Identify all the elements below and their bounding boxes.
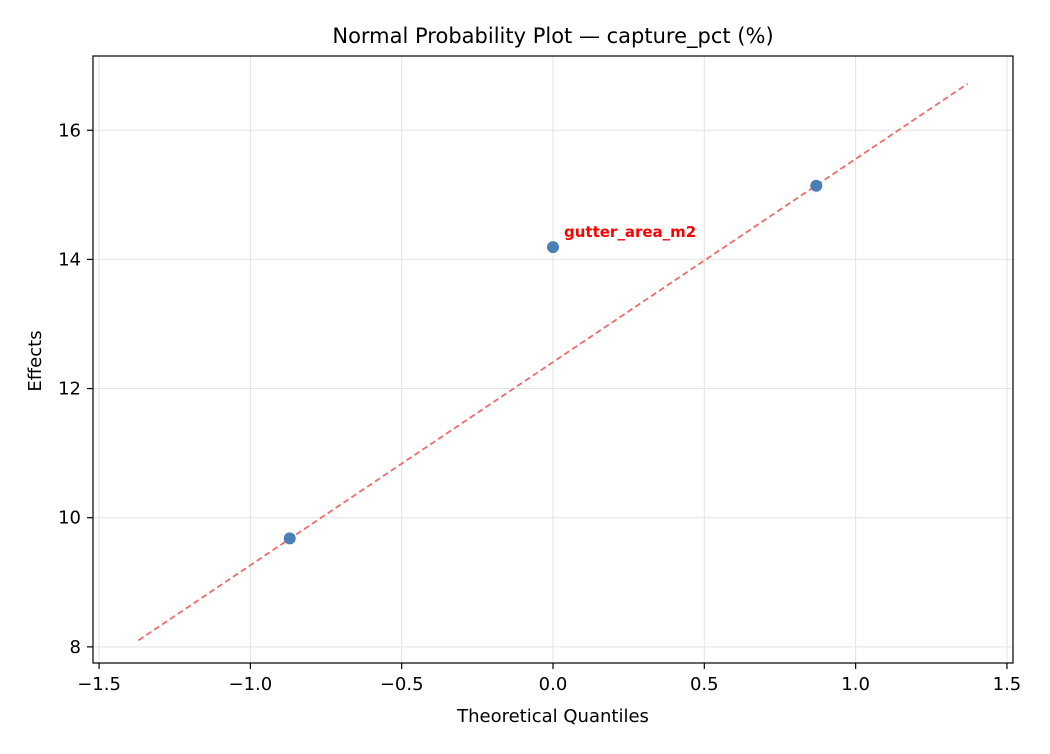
y-tick-label: 14 xyxy=(58,249,81,270)
data-point xyxy=(283,532,296,545)
y-axis-label: Effects xyxy=(25,330,46,391)
y-tick-label: 12 xyxy=(58,379,81,400)
reference-line xyxy=(137,83,969,642)
x-tick-label: −1.5 xyxy=(77,674,121,695)
data-point xyxy=(547,241,559,254)
y-tick-label: 8 xyxy=(70,637,81,658)
x-axis-ticks: −1.5 −1.0 −0.5 0.0 0.5 1.0 1.5 xyxy=(77,663,1021,695)
point-annotation-label: gutter_area_m2 xyxy=(564,223,696,241)
x-axis-label: Theoretical Quantiles xyxy=(456,706,649,727)
chart-title: Normal Probability Plot — capture_pct (%… xyxy=(332,24,773,49)
grid-lines xyxy=(93,56,1013,663)
data-points xyxy=(283,179,823,545)
reference-line-layer xyxy=(137,83,969,642)
y-tick-label: 16 xyxy=(58,120,81,141)
point-annotations: gutter_area_m2 xyxy=(564,223,696,241)
x-tick-label: 0.0 xyxy=(539,674,568,695)
x-tick-label: −1.0 xyxy=(229,674,273,695)
x-tick-label: 0.5 xyxy=(690,674,719,695)
data-point xyxy=(810,179,823,192)
y-tick-label: 10 xyxy=(58,508,81,529)
x-tick-label: 1.5 xyxy=(993,674,1022,695)
y-axis-ticks: 8 10 12 14 16 xyxy=(58,120,93,658)
x-tick-label: 1.0 xyxy=(841,674,870,695)
x-tick-label: −0.5 xyxy=(380,674,424,695)
